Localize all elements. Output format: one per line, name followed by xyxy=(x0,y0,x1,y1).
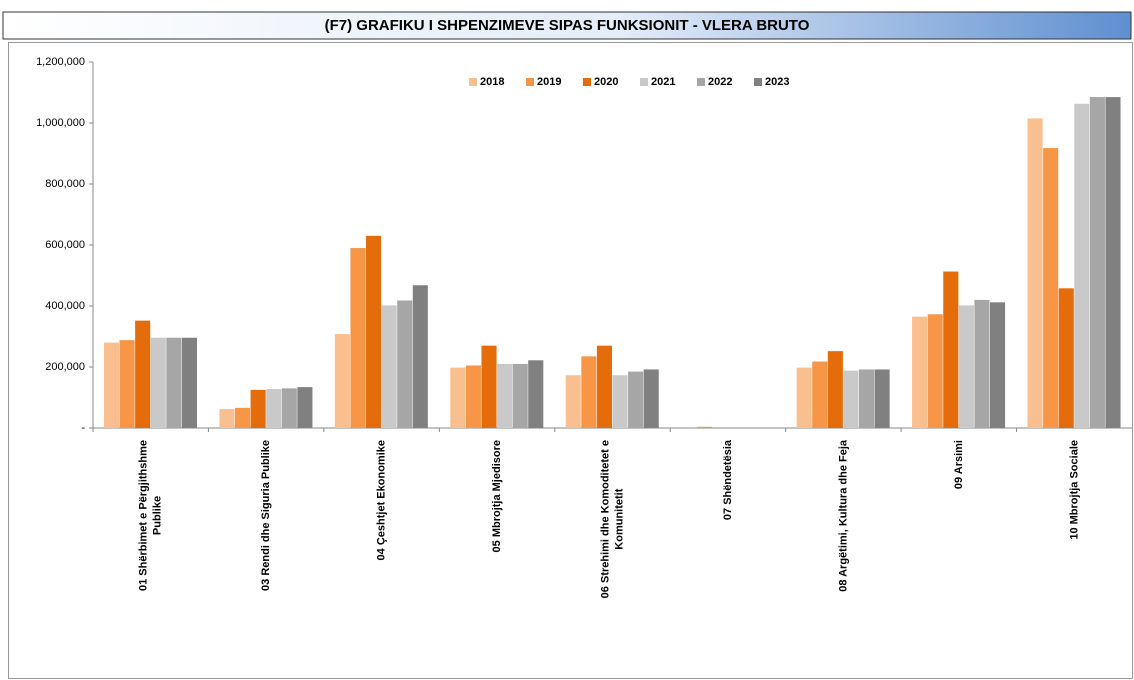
bar xyxy=(119,340,135,428)
bar xyxy=(512,363,528,428)
bar xyxy=(397,300,413,428)
bar xyxy=(958,305,974,428)
bar xyxy=(381,305,397,428)
bar xyxy=(628,371,644,428)
legend-swatch xyxy=(754,78,762,86)
bar xyxy=(912,316,928,428)
legend-label: 2022 xyxy=(708,76,732,88)
bar xyxy=(150,337,166,428)
chart-title: (F7) GRAFIKU I SHPENZIMEVE SIPAS FUNKSIO… xyxy=(325,17,810,34)
bar xyxy=(1105,97,1121,428)
bar xyxy=(612,375,628,428)
bar xyxy=(103,342,120,428)
bar xyxy=(266,388,282,428)
bar xyxy=(181,337,197,428)
bar xyxy=(366,235,382,428)
x-tick-label: 06 Strehimi dhe Komoditetet e Komunitetit xyxy=(599,440,625,598)
bar xyxy=(943,271,959,428)
bar xyxy=(166,337,182,428)
legend-swatch xyxy=(640,78,648,86)
legend-label: 2023 xyxy=(765,76,789,88)
x-tick-label: 10 Mbrojtja Sociale xyxy=(1068,440,1080,540)
bar xyxy=(565,375,581,428)
bar xyxy=(1074,103,1090,428)
bar xyxy=(843,370,859,428)
bar xyxy=(497,363,513,428)
x-tick-label: 01 Shërbimet e Përgjithshme Publike xyxy=(138,440,164,591)
bar xyxy=(874,369,890,428)
y-tick-label: 1,000,000 xyxy=(36,117,85,129)
y-tick-label: 800,000 xyxy=(45,178,85,190)
y-tick-label: 400,000 xyxy=(45,300,85,312)
bar xyxy=(281,388,297,428)
bar xyxy=(219,409,235,428)
bar xyxy=(812,361,828,428)
bar xyxy=(1058,288,1074,428)
legend-label: 2020 xyxy=(594,76,618,88)
bar xyxy=(643,369,659,428)
legend-swatch xyxy=(526,78,534,86)
bar xyxy=(827,351,843,428)
bar xyxy=(990,302,1006,428)
bar xyxy=(350,248,366,428)
bar xyxy=(581,356,597,428)
y-tick-label: 1,200,000 xyxy=(36,56,85,68)
x-tick-label: 07 Shëndetësia xyxy=(722,439,734,520)
x-tick-label: 05 Mbrojtja Mjedisore xyxy=(491,440,503,552)
bar xyxy=(1089,97,1105,428)
bar xyxy=(334,334,350,428)
bar xyxy=(234,407,251,428)
bar xyxy=(135,320,151,428)
bar xyxy=(974,299,990,428)
bar xyxy=(1027,118,1043,429)
bar xyxy=(412,285,428,428)
bar xyxy=(465,365,481,428)
bar xyxy=(1043,148,1059,428)
y-tick-label: - xyxy=(81,422,85,434)
legend-label: 2018 xyxy=(480,76,504,88)
legend-label: 2019 xyxy=(537,76,561,88)
y-tick-label: 200,000 xyxy=(45,361,85,373)
legend-swatch xyxy=(469,78,477,86)
bar xyxy=(450,367,466,428)
bar xyxy=(696,426,712,428)
bar xyxy=(481,345,497,428)
y-tick-label: 600,000 xyxy=(45,239,85,251)
x-tick-label: 09 Arsimi xyxy=(953,440,965,489)
bar xyxy=(528,360,544,428)
bar xyxy=(250,389,266,428)
bar xyxy=(297,387,313,428)
legend-swatch xyxy=(697,78,705,86)
x-tick-label: 03 Rendi dhe Siguria Publike xyxy=(260,440,272,591)
legend-swatch xyxy=(583,78,591,86)
x-tick-label: 08 Argëtimi, Kultura dhe Feja xyxy=(837,439,849,592)
bar xyxy=(596,345,612,428)
legend-label: 2021 xyxy=(651,76,675,88)
bar xyxy=(858,369,875,428)
header-bar xyxy=(2,11,1132,40)
x-tick-label: 04 Çeshtjet Ekonomike xyxy=(376,440,388,560)
bar xyxy=(927,314,943,428)
bar xyxy=(796,367,812,428)
